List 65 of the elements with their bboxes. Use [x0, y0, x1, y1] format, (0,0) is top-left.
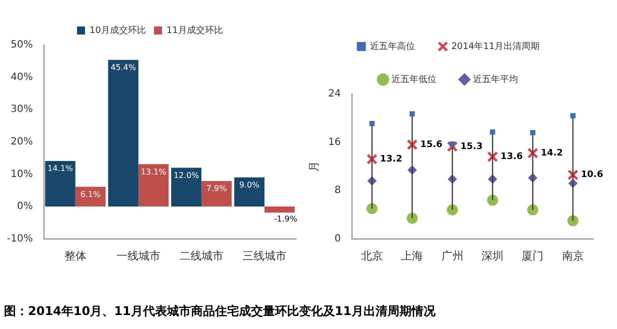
y-tick-label: 0% [16, 201, 33, 212]
y-axis-title: 月 [308, 160, 321, 172]
y-tick-label: 30% [10, 104, 33, 116]
data-label: 12.0% [174, 170, 200, 180]
bar [234, 177, 264, 206]
point [567, 215, 578, 226]
bar [138, 164, 169, 206]
y-tick-label: 0 [334, 233, 341, 244]
y-tick-label: 16 [328, 136, 341, 148]
x-tick-label: 深圳 [482, 249, 504, 262]
point [410, 111, 415, 117]
x-tick-label: 一线城市 [116, 249, 160, 262]
point [406, 212, 418, 224]
point [446, 141, 458, 152]
x-tick-label: 广州 [441, 249, 464, 262]
data-label: 15.3 [460, 142, 483, 152]
data-label: 13.6 [500, 152, 523, 162]
x-tick-label: 南京 [562, 249, 584, 262]
data-label: -1.9% [274, 214, 298, 224]
point [530, 130, 536, 136]
x-tick-label: 北京 [361, 249, 384, 262]
data-label: 13.2 [380, 154, 402, 165]
data-label: 13.1% [140, 167, 167, 176]
y-tick-label: 50% [10, 40, 33, 51]
y-tick-label: 24 [328, 88, 341, 100]
y-tick-label: 20% [10, 136, 33, 148]
point [366, 203, 378, 214]
data-label: 9.0% [239, 180, 260, 190]
x-tick-label: 二线城市 [179, 249, 224, 262]
y-tick-label: 10% [10, 168, 33, 180]
point [527, 204, 538, 216]
data-label: 45.4% [110, 62, 136, 72]
legend-label: 2014年11月出清周期 [451, 40, 540, 52]
data-label: 15.6 [420, 140, 442, 150]
legend-label: 近五年低位 [392, 74, 436, 85]
data-label: 7.9% [206, 184, 228, 194]
y-tick-label: -10% [6, 233, 33, 244]
point [446, 204, 458, 216]
data-label: 14.2 [540, 148, 563, 158]
data-label: 14.1% [48, 164, 74, 174]
point [490, 129, 496, 135]
legend-label: 近五年平均 [473, 74, 518, 85]
bar [45, 160, 76, 206]
bar [108, 60, 138, 206]
data-label: 6.1% [80, 190, 102, 199]
bar [201, 180, 232, 206]
x-tick-label: 整体 [64, 249, 86, 262]
bar [264, 206, 295, 213]
x-tick-label: 上海 [401, 249, 424, 262]
legend-label: 11月成交环比 [166, 24, 223, 36]
x-tick-label: 三线城市 [242, 249, 286, 262]
point [567, 169, 578, 180]
point [570, 113, 576, 118]
point [450, 141, 455, 147]
data-label: 10.6 [580, 170, 604, 180]
bar [171, 168, 202, 206]
point [487, 194, 498, 206]
text: 图：2014年10月、11月代表城市商品住宅成交量环比变化及11月出清周期情况 [4, 303, 436, 320]
legend-label: 近五年高位 [370, 40, 415, 52]
x-tick-label: 厦门 [522, 249, 544, 262]
y-tick-label: 40% [10, 72, 33, 83]
point [369, 120, 375, 126]
legend-label: 10月成交环比 [90, 24, 146, 36]
y-tick-label: 8 [334, 185, 341, 196]
point [487, 151, 498, 162]
